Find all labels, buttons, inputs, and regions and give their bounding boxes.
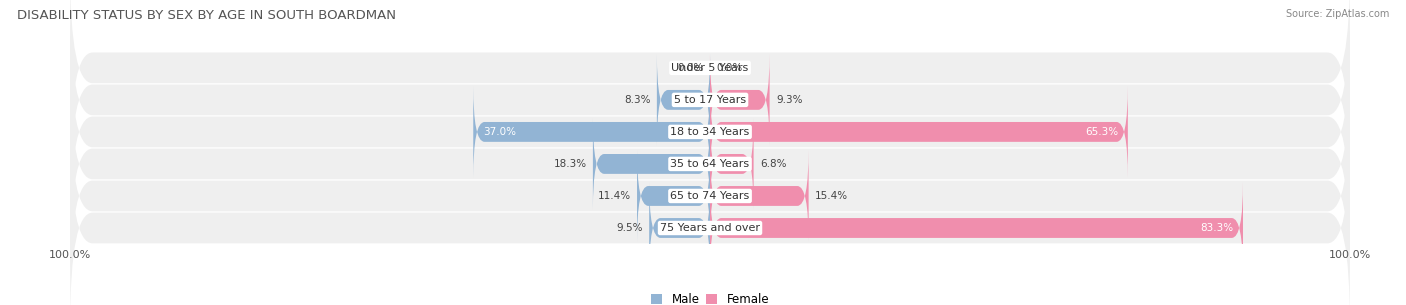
FancyBboxPatch shape	[650, 182, 710, 274]
Text: 6.8%: 6.8%	[759, 159, 786, 169]
FancyBboxPatch shape	[710, 86, 1128, 178]
FancyBboxPatch shape	[70, 131, 1350, 305]
Text: 15.4%: 15.4%	[815, 191, 848, 201]
FancyBboxPatch shape	[70, 3, 1350, 197]
Text: 35 to 64 Years: 35 to 64 Years	[671, 159, 749, 169]
FancyBboxPatch shape	[657, 54, 710, 146]
Text: 75 Years and over: 75 Years and over	[659, 223, 761, 233]
FancyBboxPatch shape	[710, 118, 754, 210]
FancyBboxPatch shape	[710, 182, 1243, 274]
Text: Source: ZipAtlas.com: Source: ZipAtlas.com	[1285, 9, 1389, 19]
Text: 9.3%: 9.3%	[776, 95, 803, 105]
Legend: Male, Female: Male, Female	[645, 289, 775, 305]
FancyBboxPatch shape	[710, 54, 769, 146]
Text: 5 to 17 Years: 5 to 17 Years	[673, 95, 747, 105]
FancyBboxPatch shape	[70, 0, 1350, 165]
Text: 37.0%: 37.0%	[482, 127, 516, 137]
FancyBboxPatch shape	[70, 35, 1350, 229]
Text: 83.3%: 83.3%	[1201, 223, 1233, 233]
FancyBboxPatch shape	[474, 86, 710, 178]
Text: 8.3%: 8.3%	[624, 95, 651, 105]
FancyBboxPatch shape	[637, 150, 710, 242]
Text: 18 to 34 Years: 18 to 34 Years	[671, 127, 749, 137]
Text: 65.3%: 65.3%	[1085, 127, 1118, 137]
Text: DISABILITY STATUS BY SEX BY AGE IN SOUTH BOARDMAN: DISABILITY STATUS BY SEX BY AGE IN SOUTH…	[17, 9, 396, 22]
FancyBboxPatch shape	[710, 150, 808, 242]
Text: 11.4%: 11.4%	[598, 191, 631, 201]
FancyBboxPatch shape	[70, 67, 1350, 261]
Text: 65 to 74 Years: 65 to 74 Years	[671, 191, 749, 201]
FancyBboxPatch shape	[70, 99, 1350, 293]
Text: 18.3%: 18.3%	[554, 159, 586, 169]
Text: 0.0%: 0.0%	[717, 63, 742, 73]
FancyBboxPatch shape	[593, 118, 710, 210]
Text: 9.5%: 9.5%	[616, 223, 643, 233]
Text: Under 5 Years: Under 5 Years	[672, 63, 748, 73]
Text: 0.0%: 0.0%	[678, 63, 703, 73]
